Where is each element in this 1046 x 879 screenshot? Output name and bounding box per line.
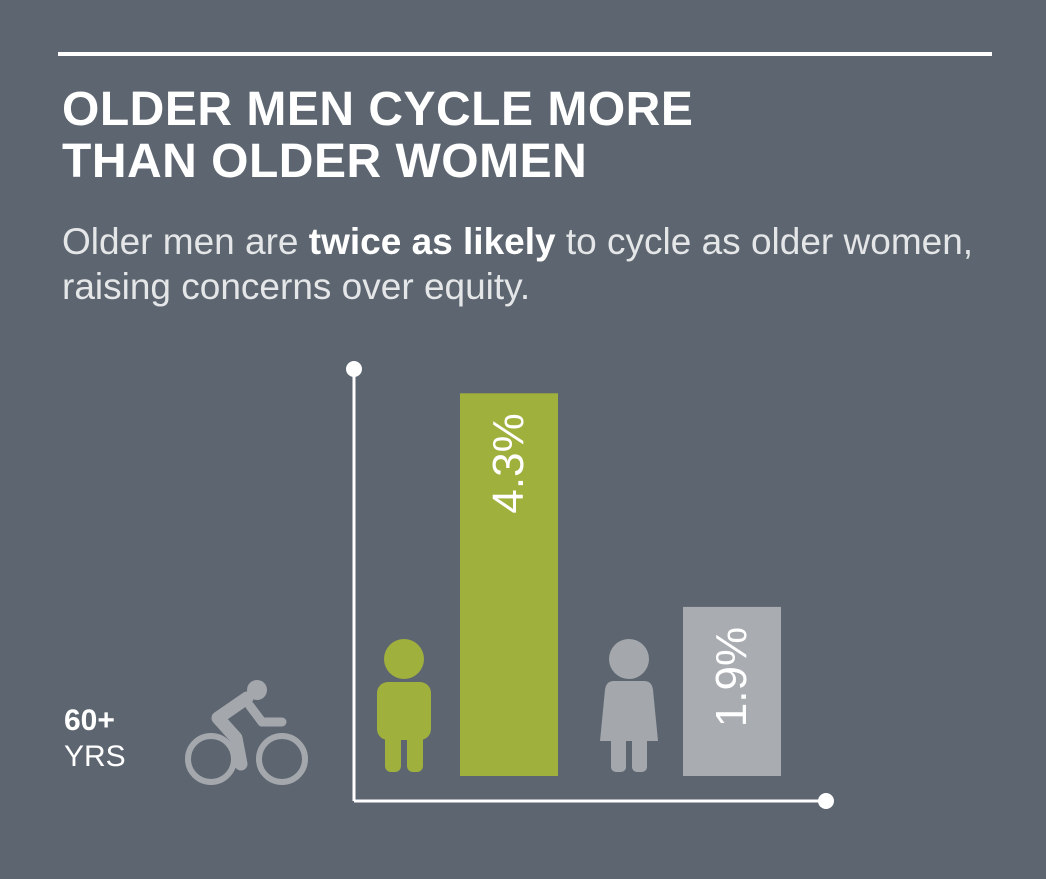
bar-series: 4.3% 1.9% — [460, 393, 781, 776]
man-icon — [377, 639, 431, 772]
y-axis-end-dot — [346, 361, 362, 377]
cyclist-icon — [185, 680, 308, 785]
age-group-unit: YRS — [64, 740, 126, 773]
subtitle-emphasis: twice as likely — [308, 221, 556, 262]
data-label-men: 4.3% — [484, 413, 533, 513]
x-axis-end-dot — [818, 793, 834, 809]
title-line-1: OLDER MEN CYCLE MORE — [62, 83, 694, 136]
subtitle-part-1: Older men are — [62, 221, 309, 262]
page-title: OLDER MEN CYCLE MORE THAN OLDER WOMEN — [62, 84, 962, 188]
woman-icon — [600, 639, 658, 772]
subtitle: Older men are twice as likely to cycle a… — [62, 219, 992, 309]
data-label-women: 1.9% — [707, 627, 756, 727]
age-group-label: 60+ YRS — [64, 703, 174, 775]
chart-axes — [346, 361, 834, 809]
top-divider — [58, 52, 992, 56]
subtitle-part-2: to cycle as older women, raising concern… — [62, 221, 974, 307]
bar-women — [683, 606, 781, 776]
bar-men — [460, 393, 558, 776]
age-group-value: 60+ — [64, 704, 115, 737]
title-line-2: THAN OLDER WOMEN — [62, 135, 588, 188]
